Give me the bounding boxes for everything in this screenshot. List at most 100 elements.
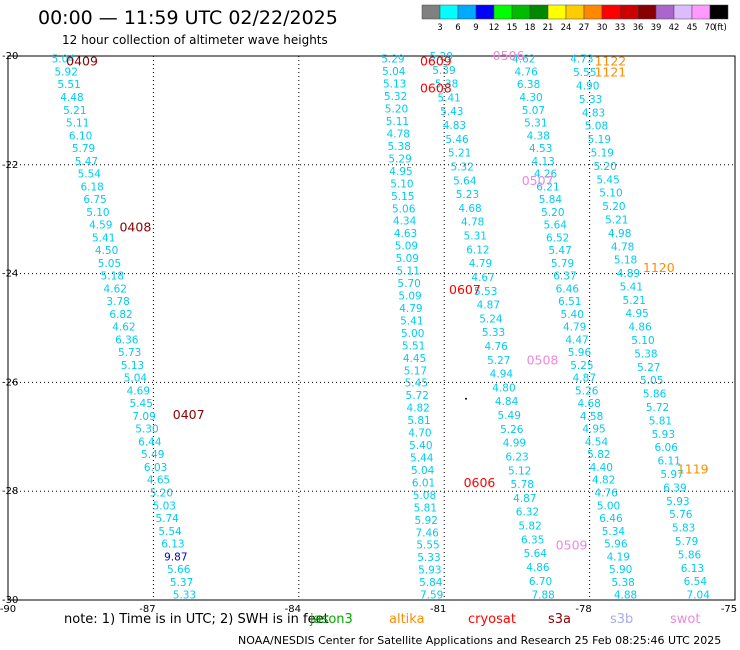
- x-tick-label: -81: [430, 604, 446, 615]
- swh-value-label: 5.25: [570, 360, 593, 372]
- swh-value-label: 6.06: [655, 442, 679, 454]
- swh-value-label: 5.23: [456, 189, 479, 201]
- pass-label: 0506: [493, 48, 525, 63]
- swh-value-label: 4.45: [403, 353, 426, 365]
- swh-value-label: 6.52: [546, 232, 569, 244]
- swh-value-label: 4.88: [614, 590, 637, 602]
- swh-value-label: 6.35: [521, 534, 544, 546]
- swh-value-label: 5.30: [135, 424, 158, 436]
- legend-swatch: [601, 4, 621, 20]
- swh-value-label: 5.81: [649, 415, 672, 427]
- satellite-legend-item: altika: [389, 612, 425, 627]
- legend-swatch: [457, 4, 477, 20]
- swh-value-label: 4.99: [503, 438, 526, 450]
- legend-swatch: [565, 4, 585, 20]
- swh-value-label: 5.76: [669, 509, 693, 521]
- swh-value-label: 6.13: [161, 539, 184, 551]
- legend-swatch: [673, 4, 693, 20]
- swh-value-label: 5.34: [602, 526, 626, 538]
- swh-value-label: 5.90: [609, 564, 632, 576]
- swh-value-label: 5.44: [410, 452, 434, 464]
- swh-value-label: 7.88: [531, 590, 554, 602]
- swh-value-label: 5.21: [448, 148, 471, 160]
- legend-swatch: [529, 4, 549, 20]
- swh-value-label: 4.76: [594, 487, 618, 499]
- swh-value-label: 5.47: [75, 156, 98, 168]
- swh-value-label: 5.32: [451, 161, 474, 173]
- swh-value-label: 6.03: [144, 462, 167, 474]
- pass-label: 0509: [556, 538, 588, 553]
- swh-value-label: 5.20: [593, 161, 616, 173]
- legend-swatch: [691, 4, 711, 20]
- swh-value-label: 5.24: [479, 313, 503, 325]
- swh-value-label: 5.15: [391, 191, 414, 203]
- swh-value-label: 6.10: [69, 130, 92, 142]
- swh-value-label: 4.83: [443, 120, 466, 132]
- swh-value-label: 4.38: [527, 130, 550, 142]
- swh-value-label: 5.82: [587, 449, 610, 461]
- legend-tick-label: 12: [489, 23, 500, 33]
- swh-value-label: 4.79: [399, 303, 422, 315]
- swh-value-label: 5.00: [401, 328, 424, 340]
- swh-value-label: 5.81: [414, 502, 437, 514]
- swh-value-label: 4.40: [590, 462, 613, 474]
- swh-value-label: 4.68: [577, 398, 600, 410]
- legend-unit: (ft): [714, 23, 727, 33]
- swh-value-label: 5.17: [404, 365, 427, 377]
- swh-value-label: 6.18: [80, 181, 103, 193]
- swh-value-label: 7.59: [420, 590, 443, 602]
- legend-swatch: [583, 4, 603, 20]
- swh-value-label: 5.41: [400, 315, 423, 327]
- x-tick-label: -78: [575, 604, 591, 615]
- swh-value-label: 5.12: [508, 465, 531, 477]
- swh-value-label: 6.46: [599, 513, 623, 525]
- swh-value-label: 5.84: [539, 194, 563, 206]
- swh-value-label: 5.19: [591, 147, 614, 159]
- swh-value-label: 5.10: [631, 335, 654, 347]
- legend-swatch: [493, 4, 513, 20]
- swh-value-label: 5.29: [430, 51, 453, 63]
- swh-value-label: 4.80: [492, 382, 515, 394]
- swh-value-label: 4.34: [393, 216, 417, 228]
- swh-value-label: 6.32: [516, 507, 539, 519]
- swh-value-label: 5.64: [524, 548, 548, 560]
- page-subtitle: 12 hour collection of altimeter wave hei…: [62, 33, 328, 47]
- swh-value-label: 4.68: [458, 203, 481, 215]
- legend-tick-label: 21: [543, 23, 554, 33]
- swh-value-label: 5.04: [124, 373, 148, 385]
- swh-value-label: 5.93: [652, 429, 675, 441]
- swh-value-label: 5.84: [419, 577, 443, 589]
- swh-value-label: 5.38: [388, 141, 411, 153]
- satellite-legend-item: jason3: [310, 612, 353, 627]
- swh-value-label: 5.18: [614, 255, 637, 267]
- swh-value-label: 5.08: [413, 490, 436, 502]
- swh-value-label: 5.45: [405, 378, 428, 390]
- swh-value-label: 4.76: [484, 341, 508, 353]
- swh-value-label: 4.53: [529, 143, 552, 155]
- swh-value-label: 5.20: [602, 201, 625, 213]
- swh-value-label: 5.54: [78, 169, 102, 181]
- swh-value-label: 5.13: [121, 360, 144, 372]
- pass-label: 0508: [527, 353, 559, 368]
- plot-frame: [7, 55, 736, 601]
- swh-value-label: 5.47: [548, 245, 571, 257]
- swh-value-label: 5.38: [634, 348, 657, 360]
- swh-value-label: 5.38: [611, 577, 634, 589]
- swh-value-label: 6.01: [412, 477, 435, 489]
- swh-value-label: 4.48: [60, 92, 83, 104]
- swh-value-label: 4.79: [563, 322, 586, 334]
- swh-value-label: 5.27: [487, 355, 510, 367]
- y-tick-label: -20: [2, 51, 18, 62]
- legend-tick-label: 27: [579, 23, 590, 33]
- swh-value-label: 5.04: [52, 54, 76, 66]
- swh-value-label: 5.49: [141, 449, 164, 461]
- swh-value-label: 5.10: [599, 188, 622, 200]
- swh-value-label: 5.40: [409, 440, 432, 452]
- swh-value-label: 4.65: [147, 475, 170, 487]
- pass-label: 0607: [449, 282, 481, 297]
- swh-value-label: 6.11: [657, 456, 680, 468]
- legend-tick-label: 36: [633, 23, 644, 33]
- swh-value-label: 4.73: [570, 54, 593, 66]
- swh-value-label: 5.74: [155, 513, 179, 525]
- swh-value-label: 7.04: [687, 590, 711, 602]
